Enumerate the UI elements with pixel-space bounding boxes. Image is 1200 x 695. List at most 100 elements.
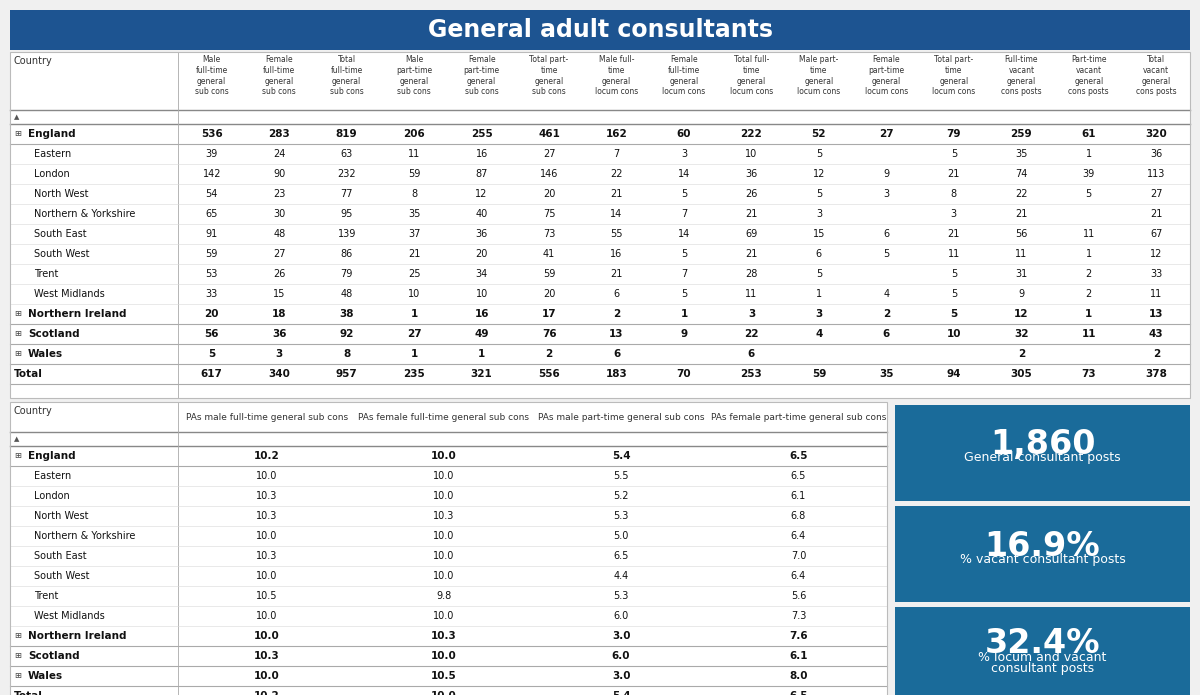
Bar [10,264,1190,284]
Bar [10,686,887,695]
Text: Male full-
time
general
locum cons: Male full- time general locum cons [595,55,638,96]
Text: 26: 26 [745,189,757,199]
Text: 6.5: 6.5 [613,551,629,561]
Text: 16: 16 [474,309,488,319]
Text: 10.0: 10.0 [433,531,455,541]
Text: 22: 22 [611,169,623,179]
Text: 35: 35 [408,209,420,219]
Text: 10: 10 [408,289,420,299]
Text: consultant posts: consultant posts [991,662,1094,675]
Bar [10,10,1190,50]
Text: 7: 7 [613,149,619,159]
Text: 253: 253 [740,369,762,379]
Text: 10.3: 10.3 [256,511,277,521]
Text: 26: 26 [274,269,286,279]
Text: Total full-
time
general
locum cons: Total full- time general locum cons [730,55,773,96]
Text: 5.5: 5.5 [613,471,629,481]
Text: 5: 5 [816,269,822,279]
Text: Wales: Wales [28,349,64,359]
Text: 36: 36 [272,329,287,339]
Text: 70: 70 [677,369,691,379]
Text: 6: 6 [883,229,889,239]
Text: 1: 1 [680,309,688,319]
Text: Full-time
vacant
general
cons posts: Full-time vacant general cons posts [1001,55,1042,96]
Text: PAs female part-time general sub cons: PAs female part-time general sub cons [710,413,886,421]
Text: 146: 146 [540,169,558,179]
Text: Northern & Yorkshire: Northern & Yorkshire [34,531,136,541]
Text: 38: 38 [340,309,354,319]
Text: Northern Ireland: Northern Ireland [28,309,126,319]
Text: 8: 8 [343,349,350,359]
Text: 60: 60 [677,129,691,139]
Text: 10.0: 10.0 [433,551,455,561]
Text: 5: 5 [950,309,958,319]
Text: ⊞: ⊞ [14,350,22,359]
Text: 1: 1 [1086,249,1092,259]
Text: 21: 21 [745,249,757,259]
Text: 1: 1 [478,349,485,359]
Bar [10,606,887,626]
Text: 11: 11 [948,249,960,259]
Text: 59: 59 [811,369,826,379]
Text: Country: Country [14,406,53,416]
Bar [10,526,887,546]
Text: 39: 39 [1082,169,1094,179]
Bar [10,546,887,566]
Bar [10,566,887,586]
Text: 15: 15 [274,289,286,299]
Text: ⊞: ⊞ [14,309,22,318]
Text: 5: 5 [816,149,822,159]
Text: General adult consultants: General adult consultants [427,18,773,42]
Text: 33: 33 [1150,269,1163,279]
Text: Northern Ireland: Northern Ireland [28,631,126,641]
Text: 10.3: 10.3 [256,491,277,501]
Bar [10,646,887,666]
Text: 10.0: 10.0 [431,451,457,461]
Text: 27: 27 [272,249,286,259]
Text: ⊞: ⊞ [14,632,22,641]
Text: Male
full-time
general
sub cons: Male full-time general sub cons [194,55,229,96]
Text: 9: 9 [883,169,889,179]
Text: 2: 2 [613,309,620,319]
Text: 21: 21 [611,189,623,199]
Text: 22: 22 [1015,189,1027,199]
Bar [10,204,1190,224]
Text: West Midlands: West Midlands [34,611,104,621]
Text: ⊞: ⊞ [14,129,22,138]
Bar [10,402,887,695]
Text: 8: 8 [412,189,418,199]
Text: 206: 206 [403,129,425,139]
Text: 183: 183 [606,369,628,379]
Text: 14: 14 [678,169,690,179]
Text: 3: 3 [815,309,822,319]
Text: ▲: ▲ [14,436,19,442]
Text: 86: 86 [341,249,353,259]
Text: 14: 14 [611,209,623,219]
Text: 20: 20 [542,289,556,299]
Text: 79: 79 [947,129,961,139]
Text: 378: 378 [1145,369,1168,379]
Text: 10.0: 10.0 [256,571,277,581]
Text: 27: 27 [880,129,894,139]
Text: 76: 76 [541,329,557,339]
Text: 15: 15 [812,229,826,239]
Text: Part-time
vacant
general
cons posts: Part-time vacant general cons posts [1068,55,1109,96]
Text: 11: 11 [408,149,420,159]
Text: 5.3: 5.3 [613,591,629,601]
Text: 48: 48 [274,229,286,239]
Text: 957: 957 [336,369,358,379]
Text: 10.0: 10.0 [433,571,455,581]
Bar [10,586,887,606]
Text: England: England [28,129,76,139]
Text: 21: 21 [408,249,420,259]
Text: 33: 33 [205,289,218,299]
Text: 11: 11 [1015,249,1027,259]
Text: 222: 222 [740,129,762,139]
Text: 10.0: 10.0 [256,471,277,481]
Text: 6.0: 6.0 [613,611,629,621]
Text: 5: 5 [883,249,889,259]
Text: North West: North West [34,189,89,199]
Text: 59: 59 [408,169,420,179]
Text: 5: 5 [680,289,688,299]
Text: Total part-
time
general
sub cons: Total part- time general sub cons [529,55,569,96]
